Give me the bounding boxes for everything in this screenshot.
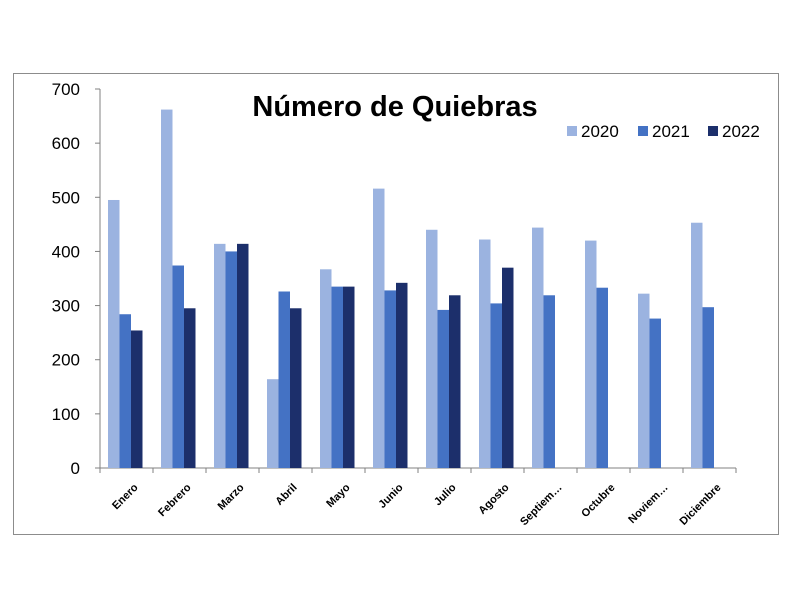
bar-2020-Enero	[108, 199, 120, 468]
bars	[108, 109, 714, 469]
bar-2021-Octubre	[596, 287, 608, 468]
bar-2020-Septiem…	[532, 227, 544, 468]
x-tick-label: Junio	[376, 481, 405, 510]
bar-2022-Agosto	[502, 267, 514, 468]
legend: 2020 2021 2022	[567, 122, 760, 141]
y-tick-label: 100	[52, 405, 80, 424]
legend-swatch-2022	[708, 126, 718, 136]
bar-2022-Julio	[449, 295, 461, 468]
bar-2021-Junio	[384, 290, 396, 468]
bar-2021-Abril	[278, 291, 290, 468]
y-tick-label: 0	[71, 459, 80, 478]
legend-label-2022: 2022	[722, 122, 760, 141]
legend-swatch-2020	[567, 126, 577, 136]
bar-2020-Noviem…	[638, 293, 650, 468]
bar-2021-Julio	[437, 309, 449, 468]
x-tick-label: Enero	[110, 481, 141, 512]
x-tick-label: Diciembre	[678, 482, 724, 528]
bar-2021-Mayo	[331, 286, 343, 468]
bar-2022-Junio	[396, 282, 408, 468]
x-tick-label: Marzo	[216, 481, 247, 512]
x-tick-label: Noviem…	[626, 482, 670, 526]
x-tick-label: Julio	[432, 481, 459, 508]
bar-2022-Mayo	[343, 286, 355, 468]
bar-2021-Febrero	[172, 265, 184, 468]
x-tick-label: Mayo	[324, 481, 353, 510]
bar-2022-Abril	[290, 308, 302, 468]
bar-2020-Julio	[426, 229, 438, 468]
y-tick-label: 300	[52, 297, 80, 316]
y-tick-label: 200	[52, 351, 80, 370]
y-tick-label: 700	[52, 80, 80, 99]
bar-2020-Agosto	[479, 239, 491, 468]
bar-2020-Marzo	[214, 243, 226, 468]
bar-2021-Diciembre	[702, 307, 714, 468]
bar-2020-Junio	[373, 188, 385, 468]
bar-2022-Marzo	[237, 243, 249, 468]
bar-2021-Septiem…	[543, 295, 555, 468]
x-tick-label: Septiem…	[518, 482, 565, 529]
chart-title: Número de Quiebras	[252, 91, 537, 123]
x-tick-label: Febrero	[156, 481, 194, 519]
x-tick-label: Agosto	[476, 481, 511, 516]
bar-2021-Agosto	[490, 303, 502, 468]
bar-2020-Abril	[267, 379, 279, 468]
y-tick-label: 500	[52, 188, 80, 207]
bar-2022-Enero	[131, 330, 143, 468]
bar-2020-Febrero	[161, 109, 173, 469]
y-tick-label: 600	[52, 134, 80, 153]
bar-2020-Mayo	[320, 269, 332, 468]
bar-2021-Enero	[119, 314, 131, 468]
bar-2021-Noviem…	[649, 318, 661, 468]
bar-2022-Febrero	[184, 308, 196, 468]
bar-2021-Marzo	[225, 251, 237, 468]
legend-label-2021: 2021	[652, 122, 690, 141]
bar-2020-Diciembre	[691, 222, 703, 468]
bar-2020-Octubre	[585, 240, 597, 468]
legend-label-2020: 2020	[581, 122, 619, 141]
y-tick-label: 400	[52, 242, 80, 261]
legend-swatch-2021	[638, 126, 648, 136]
x-tick-label: Abril	[273, 482, 299, 508]
x-tick-label: Octubre	[579, 482, 617, 520]
